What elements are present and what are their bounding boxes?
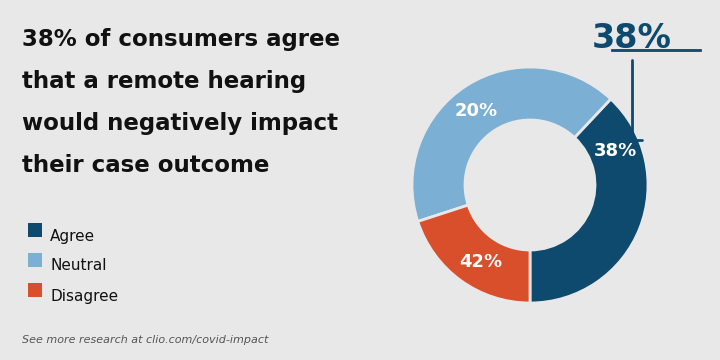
Text: 20%: 20% — [454, 102, 498, 120]
Wedge shape — [412, 67, 611, 221]
Wedge shape — [530, 99, 648, 303]
FancyBboxPatch shape — [28, 223, 42, 237]
FancyBboxPatch shape — [28, 253, 42, 267]
Text: See more research at clio.com/covid-impact: See more research at clio.com/covid-impa… — [22, 335, 269, 345]
Text: would negatively impact: would negatively impact — [22, 112, 338, 135]
Wedge shape — [418, 205, 530, 303]
Text: 38%: 38% — [592, 22, 672, 140]
Text: 38% of consumers agree: 38% of consumers agree — [22, 28, 340, 51]
Text: their case outcome: their case outcome — [22, 154, 269, 177]
Text: that a remote hearing: that a remote hearing — [22, 70, 306, 93]
Text: Disagree: Disagree — [50, 288, 118, 303]
Text: 42%: 42% — [459, 253, 503, 271]
Text: 38%: 38% — [593, 142, 636, 160]
Text: Agree: Agree — [50, 229, 95, 243]
FancyBboxPatch shape — [28, 283, 42, 297]
Text: Neutral: Neutral — [50, 258, 107, 274]
